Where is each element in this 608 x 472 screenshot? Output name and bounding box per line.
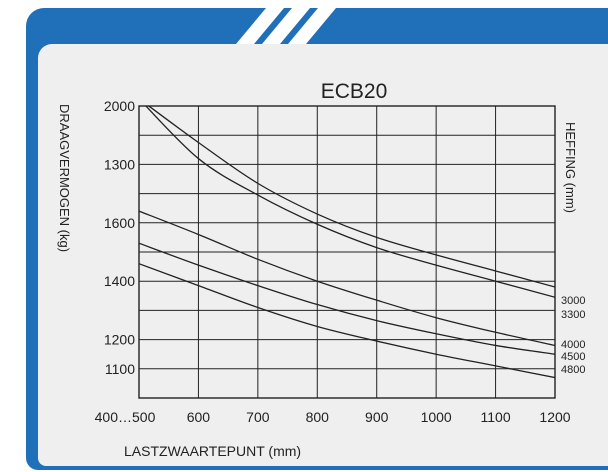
y-tick-label: 2000 (104, 98, 135, 114)
curve-4500 (139, 242, 555, 355)
stripe-3 (288, 8, 336, 44)
y-axis-label: DRAAGVERMOGEN (kg) (57, 104, 72, 252)
x-tick-label: 600 (187, 409, 211, 425)
x-tick-labels: 400…500 600 700 800 900 1000 1100 1200 (95, 409, 571, 425)
y-tick-label: 1300 (104, 156, 135, 172)
stripe-2 (262, 8, 310, 44)
curve-4800 (139, 263, 555, 379)
x-tick-label: 900 (365, 409, 389, 425)
x-tick-label: 800 (306, 409, 330, 425)
curve-3300 (145, 106, 555, 298)
legend-4000: 4000 (561, 339, 585, 351)
legend-4500: 4500 (561, 351, 585, 363)
x-axis-label: LASTZWAARTEPUNT (mm) (124, 443, 301, 459)
y-tick-label: 1600 (104, 215, 135, 231)
x-tick-label: 400…500 (95, 409, 156, 425)
x-tick-label: 1200 (539, 409, 570, 425)
y-tick-label: 1200 (104, 332, 135, 348)
x-tick-label: 1100 (481, 409, 511, 425)
curve-4000 (139, 210, 555, 347)
y-tick-label: 1100 (105, 361, 135, 377)
chart-title: ECB20 (321, 80, 388, 103)
curve-3000 (147, 106, 555, 288)
y-tick-labels: 2000 1300 1600 1400 1200 1100 (104, 98, 135, 377)
legend-3000: 3000 (561, 295, 585, 307)
chart-card: ECB20 2000 1300 1600 1400 1200 1100 400…500 60… (26, 8, 608, 470)
stripe-1 (236, 8, 284, 44)
x-tick-label: 1000 (421, 409, 452, 425)
load-chart: ECB20 2000 1300 1600 1400 1200 1100 400…500 60… (57, 80, 585, 459)
grid (138, 105, 556, 399)
right-axis-label: HEFFING (mm) (563, 122, 578, 213)
curves (139, 106, 555, 379)
y-tick-label: 1400 (104, 273, 135, 289)
legend-3300: 3300 (561, 309, 585, 321)
stripe-decoration (236, 8, 336, 44)
chart-panel: ECB20 2000 1300 1600 1400 1200 1100 400…500 60… (38, 44, 608, 466)
legend-4800: 4800 (561, 364, 585, 376)
x-tick-label: 700 (246, 409, 270, 425)
